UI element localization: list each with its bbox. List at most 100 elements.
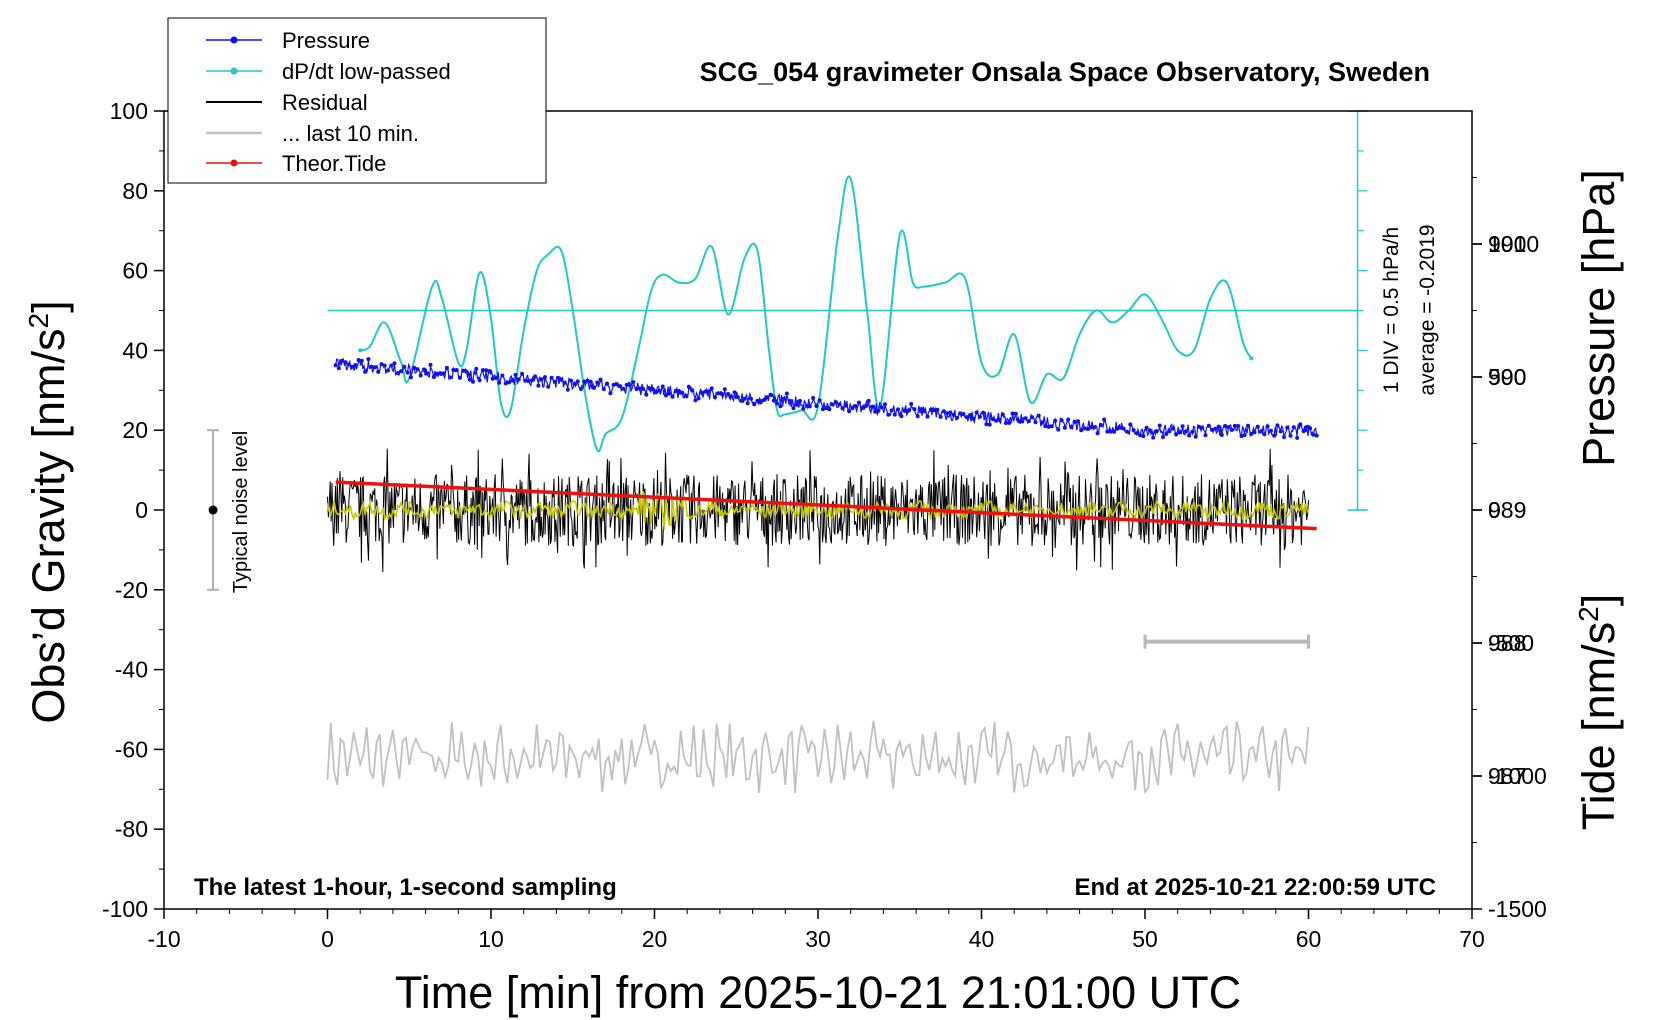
legend-marker-pressure <box>230 36 238 44</box>
y-tick-label: 80 <box>122 178 148 204</box>
pressure-line <box>335 357 1318 438</box>
pressure-point <box>709 386 714 391</box>
y-tick-label: -100 <box>102 896 148 922</box>
pressure-point <box>336 366 341 371</box>
pressure-point <box>706 389 711 394</box>
pressure-point <box>987 422 992 427</box>
noise-bar-center <box>208 505 218 515</box>
legend-item-tide: Theor.Tide <box>206 151 386 176</box>
series-dpdt-start-marker <box>358 348 363 353</box>
y-tick-label: -60 <box>115 736 148 762</box>
x-tick-label: 10 <box>478 926 504 952</box>
pressure-point <box>745 401 750 406</box>
legend-box <box>167 17 547 184</box>
legend-item-residual: Residual <box>206 90 368 115</box>
x-tick-label: -10 <box>147 926 180 952</box>
pressure-point <box>490 376 495 381</box>
pressure-point <box>392 361 397 366</box>
pressure-point <box>778 404 783 409</box>
pressure-tick-label: 991 <box>1488 231 1526 257</box>
pressure-point <box>359 358 364 363</box>
pressure-point <box>1278 429 1283 434</box>
legend-marker-dpdt <box>230 67 238 75</box>
x-tick-label: 70 <box>1459 926 1485 952</box>
pressure-point <box>333 363 338 368</box>
legend-label-dpdt: dP/dt low-passed <box>282 59 451 84</box>
pressure-tick-label: 987 <box>1488 763 1526 789</box>
pressure-tick-label: 989 <box>1488 497 1526 523</box>
pressure-point <box>1161 435 1165 439</box>
pressure-point <box>775 401 780 406</box>
pressure-point <box>1187 433 1192 438</box>
y-tick-label: 0 <box>135 497 148 523</box>
pressure-point <box>1157 423 1162 428</box>
dpdt-scale-annotation: 1 DIV = 0.5 hPa/h <box>1380 227 1403 393</box>
pressure-point <box>677 389 681 393</box>
pressure-point <box>1056 427 1061 432</box>
series-theor-tide <box>335 480 1317 531</box>
pressure-point <box>909 402 914 406</box>
footer-left-label: The latest 1-hour, 1-second sampling <box>194 874 617 901</box>
pressure-point <box>1043 424 1048 429</box>
y-tick-label: 60 <box>122 258 148 284</box>
series-dpdt-end-marker <box>1249 356 1254 361</box>
pressure-point <box>487 369 492 374</box>
x-tick-label: 50 <box>1132 926 1158 952</box>
legend-item-pressure: Pressure <box>206 28 370 53</box>
x-tick-label: 30 <box>805 926 831 952</box>
pressure-point <box>536 383 541 388</box>
pressure-point <box>565 387 570 392</box>
noise-level-label: Typical noise level <box>230 431 252 593</box>
footer-right-label: End at 2025-10-21 22:00:59 UTC <box>1075 874 1437 901</box>
pressure-point <box>1036 413 1041 418</box>
pressure-point <box>866 398 871 403</box>
pressure-point <box>1242 433 1247 438</box>
series-pressure <box>333 357 1319 440</box>
pressure-point <box>791 406 796 411</box>
legend-label-last10: ... last 10 min. <box>282 121 419 146</box>
x-tick-label: 60 <box>1296 926 1322 952</box>
pressure-point <box>984 422 989 427</box>
pressure-point <box>1020 419 1025 424</box>
pressure-point <box>366 357 371 362</box>
pressure-point <box>784 391 789 396</box>
pressure-point <box>1046 424 1051 429</box>
y-tick-label: -40 <box>115 657 148 683</box>
pressure-point <box>883 402 887 407</box>
y-tick-label: 20 <box>122 417 148 443</box>
legend-label-pressure: Pressure <box>282 28 370 53</box>
x-tick-label: 0 <box>321 926 334 952</box>
legend: Pressure dP/dt low-passed Residual ... l… <box>167 17 547 184</box>
y-tick-label: -20 <box>115 577 148 603</box>
pressure-point <box>428 362 433 367</box>
series-last-10-min <box>326 720 1310 795</box>
legend-marker-tide <box>230 159 238 167</box>
legend-item-dpdt: dP/dt low-passed <box>206 59 451 84</box>
pressure-point <box>801 406 806 411</box>
pressure-point <box>1314 433 1319 438</box>
pressure-point <box>1151 435 1156 440</box>
pressure-point <box>945 411 950 416</box>
chart-axes: -10 0 10 20 30 40 50 60 70-100-80-60-40-20020406… <box>102 98 1547 952</box>
legend-label-tide: Theor.Tide <box>282 151 386 176</box>
pressure-point <box>1229 427 1234 432</box>
y-tick-label: -80 <box>115 816 148 842</box>
pressure-point <box>752 402 757 407</box>
pressure-point <box>814 404 819 408</box>
y-tick-label: 100 <box>110 98 148 124</box>
pressure-point <box>474 366 479 371</box>
pressure-point <box>899 414 904 419</box>
pressure-point <box>467 377 472 382</box>
pressure-point <box>1304 424 1309 429</box>
tide-tick-label: -1500 <box>1488 896 1547 922</box>
tide-tick-label: 1000 <box>1488 231 1539 257</box>
series-residual-smoothed <box>326 490 1310 530</box>
pressure-point <box>732 390 737 395</box>
dpdt-average-annotation: average = -0.2019 <box>1416 224 1439 395</box>
pressure-point <box>418 373 423 378</box>
pressure-point <box>631 380 636 385</box>
pressure-point <box>477 378 482 383</box>
tide-tick-label: 500 <box>1488 364 1526 390</box>
pressure-point <box>1066 417 1071 422</box>
